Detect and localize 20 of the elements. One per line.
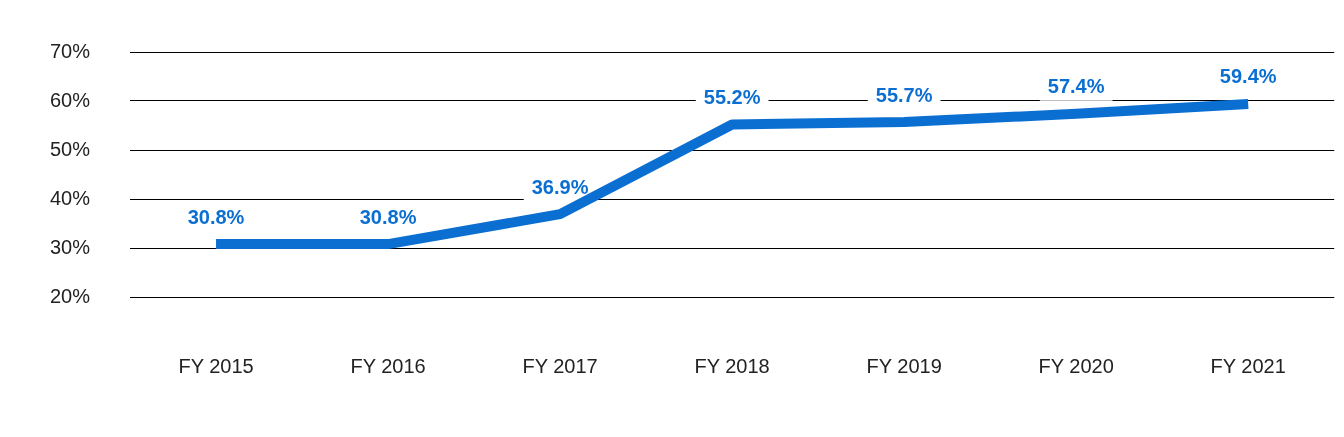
x-tick-label: FY 2021 bbox=[1210, 354, 1286, 377]
data-label: 55.2% bbox=[703, 86, 761, 109]
y-tick-label: 40% bbox=[50, 186, 91, 209]
y-tick-label: 50% bbox=[50, 137, 91, 160]
data-label: 55.7% bbox=[875, 83, 933, 106]
y-tick-label: 20% bbox=[50, 284, 91, 307]
data-label: 36.9% bbox=[531, 175, 589, 198]
x-tick-label: FY 2015 bbox=[178, 354, 254, 377]
x-tick-label: FY 2019 bbox=[866, 354, 942, 377]
x-tick-label: FY 2018 bbox=[694, 354, 770, 377]
y-tick-label: 60% bbox=[50, 88, 91, 111]
x-tick-label: FY 2020 bbox=[1038, 354, 1114, 377]
y-tick-label: 70% bbox=[50, 39, 91, 62]
data-label: 59.4% bbox=[1219, 65, 1277, 88]
y-tick-label: 30% bbox=[50, 235, 91, 258]
data-label: 57.4% bbox=[1047, 75, 1105, 98]
data-label: 30.8% bbox=[187, 205, 245, 228]
x-tick-label: FY 2016 bbox=[350, 354, 426, 377]
x-tick-label: FY 2017 bbox=[522, 354, 598, 377]
data-label: 30.8% bbox=[359, 205, 417, 228]
